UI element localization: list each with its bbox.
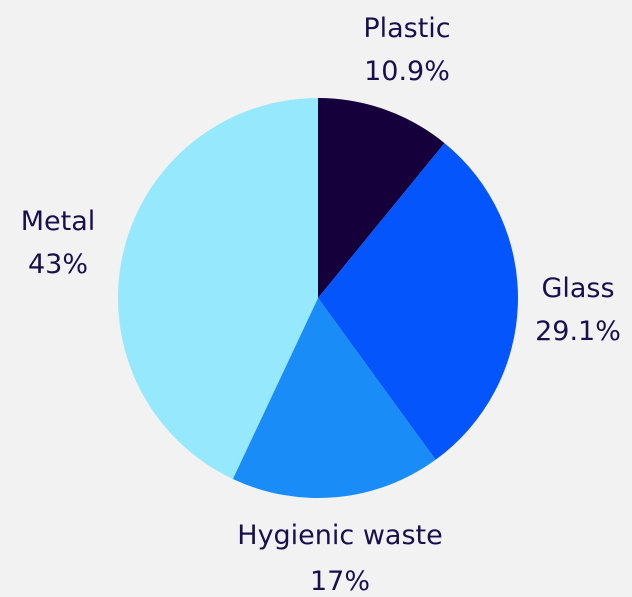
slice-value-metal: 43% xyxy=(28,249,88,280)
pie-labels: Plastic 10.9% Glass 29.1% Hygienic waste 17% M… xyxy=(21,13,621,597)
slice-label-metal: Metal xyxy=(21,206,96,237)
slice-label-glass: Glass xyxy=(541,273,614,304)
slice-label-hygienic-waste: Hygienic waste xyxy=(237,520,442,551)
slice-label-plastic: Plastic xyxy=(363,13,450,44)
pie-slice-metal xyxy=(117,98,318,479)
pie-slices xyxy=(117,98,518,498)
pie-slice-plastic xyxy=(318,98,445,298)
slice-value-plastic: 10.9% xyxy=(364,56,450,87)
slice-value-hygienic-waste: 17% xyxy=(310,566,370,597)
pie-slice-glass xyxy=(318,143,518,460)
slice-value-glass: 29.1% xyxy=(535,316,621,347)
pie-slice-hygienic-waste xyxy=(232,298,436,498)
